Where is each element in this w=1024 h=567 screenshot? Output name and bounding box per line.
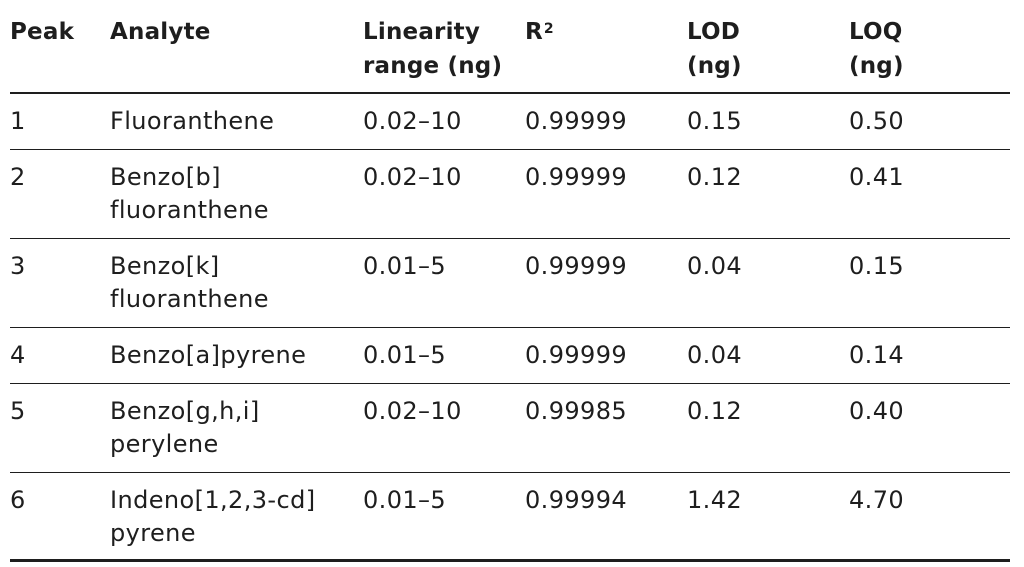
header-lod-line2: (ng) bbox=[687, 53, 742, 79]
cell-analyte: Benzo[b] fluoranthene bbox=[110, 150, 363, 239]
cell-peak: 4 bbox=[10, 341, 26, 369]
table-header: Peak Analyte Linearity range (ng) R2 LOD… bbox=[10, 12, 1010, 93]
header-analyte-label: Analyte bbox=[110, 19, 211, 45]
cell-peak: 2 bbox=[10, 163, 26, 191]
analyte-line1: Indeno[1,2,3-cd] bbox=[110, 486, 316, 514]
calibration-table: Peak Analyte Linearity range (ng) R2 LOD… bbox=[10, 12, 1010, 562]
cell-linearity: 0.01–5 bbox=[363, 252, 447, 280]
table-row: 1 Fluoranthene 0.02–10 0.99999 0.15 0.50 bbox=[10, 93, 1010, 150]
cell-loq: 0.15 bbox=[849, 252, 905, 280]
cell-linearity: 0.01–5 bbox=[363, 486, 447, 514]
table-row: 5 Benzo[g,h,i] perylene 0.02–10 0.99985 0… bbox=[10, 384, 1010, 473]
cell-peak: 6 bbox=[10, 486, 26, 514]
table-body: 1 Fluoranthene 0.02–10 0.99999 0.15 0.50… bbox=[10, 93, 1010, 561]
cell-peak: 5 bbox=[10, 397, 26, 425]
cell-lod: 0.12 bbox=[687, 397, 743, 425]
analyte-line1: Benzo[g,h,i] bbox=[110, 397, 260, 425]
header-lod-line1: LOD bbox=[687, 19, 741, 45]
header-r2: R2 bbox=[525, 12, 687, 93]
cell-lod: 0.15 bbox=[687, 107, 743, 135]
analyte-line1: Benzo[a]pyrene bbox=[110, 341, 307, 369]
analyte-line2: fluoranthene bbox=[110, 285, 269, 313]
cell-linearity: 0.02–10 bbox=[363, 107, 462, 135]
cell-loq: 0.50 bbox=[849, 107, 905, 135]
cell-linearity: 0.01–5 bbox=[363, 341, 447, 369]
cell-lod: 0.12 bbox=[687, 163, 743, 191]
header-peak: Peak bbox=[10, 12, 110, 93]
cell-peak: 1 bbox=[10, 107, 26, 135]
cell-loq: 0.14 bbox=[849, 341, 905, 369]
cell-r2: 0.99999 bbox=[525, 252, 628, 280]
table-row: 3 Benzo[k] fluoranthene 0.01–5 0.99999 0.… bbox=[10, 239, 1010, 328]
table-row: 4 Benzo[a]pyrene 0.01–5 0.99999 0.04 0.1… bbox=[10, 328, 1010, 384]
analyte-line1: Benzo[k] bbox=[110, 252, 220, 280]
cell-lod: 1.42 bbox=[687, 486, 743, 514]
analyte-line2: pyrene bbox=[110, 519, 196, 547]
header-row: Peak Analyte Linearity range (ng) R2 LOD… bbox=[10, 12, 1010, 93]
cell-loq: 0.41 bbox=[849, 163, 905, 191]
cell-linearity: 0.02–10 bbox=[363, 163, 462, 191]
header-linearity-line2: range (ng) bbox=[363, 53, 503, 79]
cell-r2: 0.99999 bbox=[525, 107, 628, 135]
header-analyte: Analyte bbox=[110, 12, 363, 93]
cell-r2: 0.99999 bbox=[525, 163, 628, 191]
header-loq: LOQ (ng) bbox=[849, 12, 1010, 93]
cell-loq: 0.40 bbox=[849, 397, 905, 425]
analyte-line1: Fluoranthene bbox=[110, 107, 275, 135]
cell-linearity: 0.02–10 bbox=[363, 397, 462, 425]
cell-analyte: Benzo[k] fluoranthene bbox=[110, 239, 363, 328]
header-r2-superscript: 2 bbox=[543, 21, 554, 37]
cell-analyte: Fluoranthene bbox=[110, 93, 363, 150]
header-linearity: Linearity range (ng) bbox=[363, 12, 525, 93]
cell-r2: 0.99985 bbox=[525, 397, 628, 425]
table-row: 6 Indeno[1,2,3-cd] pyrene 0.01–5 0.99994 … bbox=[10, 473, 1010, 561]
header-peak-label: Peak bbox=[10, 19, 75, 45]
cell-lod: 0.04 bbox=[687, 341, 743, 369]
analyte-line2: fluoranthene bbox=[110, 196, 269, 224]
table-row: 2 Benzo[b] fluoranthene 0.02–10 0.99999 0… bbox=[10, 150, 1010, 239]
cell-analyte: Benzo[g,h,i] perylene bbox=[110, 384, 363, 473]
cell-peak: 3 bbox=[10, 252, 26, 280]
analyte-line2: perylene bbox=[110, 430, 219, 458]
cell-r2: 0.99999 bbox=[525, 341, 628, 369]
cell-lod: 0.04 bbox=[687, 252, 743, 280]
header-loq-line1: LOQ bbox=[849, 19, 903, 45]
analyte-line1: Benzo[b] bbox=[110, 163, 221, 191]
header-lod: LOD (ng) bbox=[687, 12, 849, 93]
header-linearity-line1: Linearity bbox=[363, 19, 481, 45]
cell-analyte: Benzo[a]pyrene bbox=[110, 328, 363, 384]
cell-r2: 0.99994 bbox=[525, 486, 628, 514]
cell-analyte: Indeno[1,2,3-cd] pyrene bbox=[110, 473, 363, 561]
header-loq-line2: (ng) bbox=[849, 53, 904, 79]
header-r2-base: R bbox=[525, 19, 543, 45]
cell-loq: 4.70 bbox=[849, 486, 905, 514]
